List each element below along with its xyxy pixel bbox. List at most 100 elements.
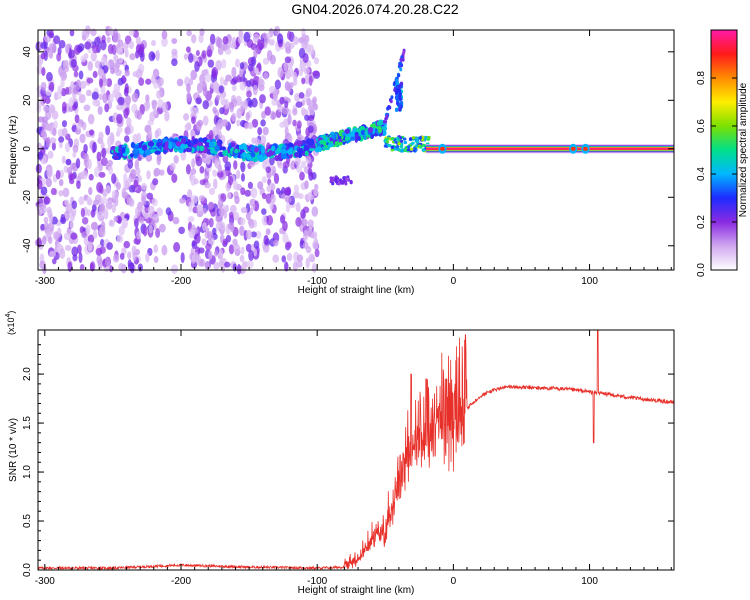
colorbar-tick-label: 0.0 <box>696 263 707 277</box>
heatmap-cell <box>110 67 116 75</box>
heatmap-cell <box>145 153 153 162</box>
heatmap-cell <box>45 89 53 96</box>
spectrogram-heatmap <box>34 25 674 275</box>
heatmap-cell <box>395 136 400 141</box>
heatmap-cell <box>91 221 98 231</box>
heatmap-cell <box>308 253 315 263</box>
heatmap-cell <box>96 211 104 220</box>
heatmap-cell <box>156 142 161 148</box>
heatmap-cell <box>251 199 256 211</box>
heatmap-cell <box>215 59 223 70</box>
heatmap-cell <box>266 214 274 226</box>
heatmap-cell <box>284 196 292 203</box>
heatmap-cell <box>94 194 102 203</box>
heatmap-cell <box>331 134 336 139</box>
heatmap-cell <box>130 141 136 149</box>
heatmap-cell <box>240 206 248 214</box>
heatmap-cell <box>232 180 238 190</box>
heatmap-cell <box>303 67 310 75</box>
heatmap-cell <box>126 117 132 128</box>
heatmap-cell <box>264 106 271 116</box>
heatmap-cell <box>337 181 341 186</box>
heatmap-cell <box>111 173 117 184</box>
heatmap-cell <box>136 231 142 240</box>
heatmap-cell <box>288 134 293 144</box>
heatmap-cell <box>77 244 82 254</box>
heatmap-cell <box>277 66 284 78</box>
heatmap-cell <box>63 232 71 241</box>
heatmap-cell <box>58 190 64 197</box>
heatmap-cell <box>94 166 100 178</box>
heatmap-cell <box>64 244 72 252</box>
heatmap-cell <box>52 258 57 265</box>
heatmap-cell <box>296 254 304 262</box>
heatmap-cell <box>81 231 87 239</box>
heatmap-cell <box>98 171 106 178</box>
heatmap-cell <box>115 90 120 100</box>
heatmap-cell <box>95 247 103 256</box>
heatmap-cell <box>229 42 237 49</box>
heatmap-cell <box>129 53 136 61</box>
heatmap-cell <box>65 44 70 55</box>
heatmap-cell <box>65 86 70 95</box>
heatmap-cell <box>102 92 108 104</box>
heatmap-cell <box>279 96 285 105</box>
heatmap-cell <box>364 130 368 136</box>
heatmap-cell <box>302 241 309 249</box>
heatmap-cell <box>307 114 315 122</box>
heatmap-cell <box>106 242 113 250</box>
heatmap-cell <box>100 196 108 205</box>
heatmap-cell <box>185 164 191 175</box>
heatmap-cell <box>37 151 44 160</box>
heatmap-cell <box>46 227 52 239</box>
heatmap-cell <box>228 102 234 110</box>
heatmap-cell <box>354 133 359 140</box>
heatmap-cell <box>275 187 281 195</box>
heatmap-cell <box>308 171 314 181</box>
heatmap-cell <box>190 69 197 81</box>
heatmap-cell <box>248 250 254 261</box>
heatmap-cell <box>400 149 405 153</box>
heatmap-cell <box>132 251 137 262</box>
heatmap-cell <box>281 144 287 149</box>
heatmap-cell <box>123 240 131 249</box>
x-tick-label: -300 <box>35 276 55 287</box>
heatmap-cell <box>403 140 408 145</box>
heatmap-cell <box>230 142 236 148</box>
heatmap-cell <box>126 196 133 206</box>
heatmap-cell <box>183 113 190 121</box>
heatmap-cell <box>251 118 259 128</box>
heatmap-cell <box>195 50 200 57</box>
heatmap-cell <box>281 105 289 115</box>
heatmap-cell <box>202 221 207 232</box>
y-tick-label: 40 <box>22 46 33 58</box>
heatmap-cell <box>156 154 162 166</box>
heatmap-cell <box>257 38 262 49</box>
heatmap-cell <box>112 254 120 263</box>
heatmap-cell <box>265 166 272 174</box>
heatmap-cell <box>272 90 278 101</box>
heatmap-cell <box>121 187 127 198</box>
heatmap-cell <box>284 56 292 64</box>
heatmap-cell <box>194 233 201 244</box>
heatmap-cell <box>100 85 106 94</box>
heatmap-cell <box>406 145 411 149</box>
heatmap-cell <box>38 202 46 210</box>
heatmap-cell <box>147 129 153 139</box>
heatmap-cell <box>228 244 235 255</box>
heatmap-cell <box>43 216 49 223</box>
heatmap-cell <box>168 142 173 150</box>
heatmap-cell <box>47 236 53 245</box>
heatmap-cell <box>161 102 168 113</box>
heatmap-cell <box>49 137 57 144</box>
heatmap-cell <box>253 47 258 59</box>
heatmap-cell <box>145 252 150 263</box>
x-tick-label: 0 <box>451 576 457 587</box>
heatmap-cell <box>239 62 245 70</box>
heatmap-cell <box>301 77 306 85</box>
heatmap-cell <box>239 264 245 275</box>
heatmap-cell <box>129 153 134 158</box>
heatmap-cell <box>239 254 245 263</box>
heatmap-cell <box>297 147 304 154</box>
heatmap-cell <box>224 204 230 213</box>
